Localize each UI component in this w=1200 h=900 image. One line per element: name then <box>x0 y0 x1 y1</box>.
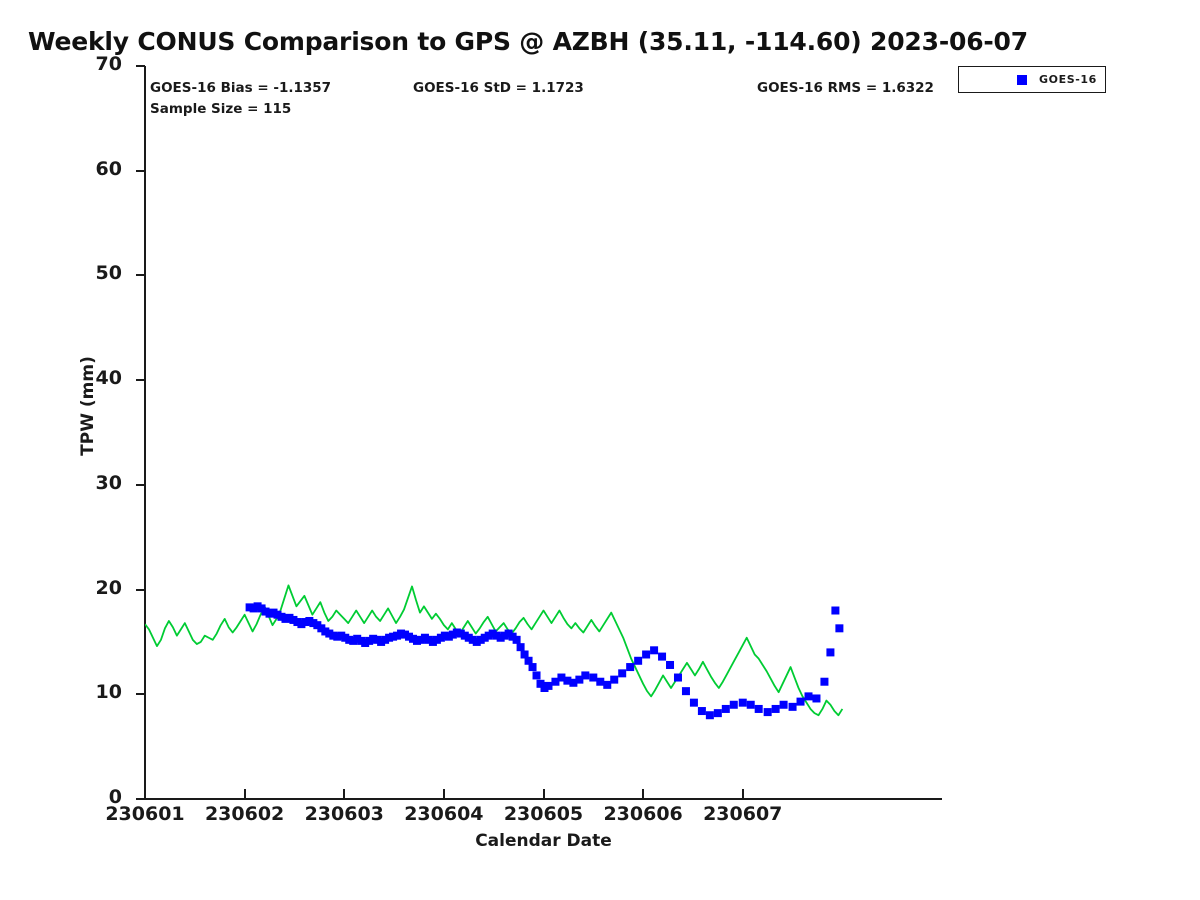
x-tick-230606 <box>642 789 645 799</box>
y-tick-0 <box>136 798 145 800</box>
y-tick-label-0: 0 <box>108 786 122 808</box>
data-point <box>812 694 821 703</box>
data-point <box>642 650 651 659</box>
series-line-gps <box>145 584 844 717</box>
stat-bias-label: GOES-16 Bias = -1.1357 <box>150 80 332 96</box>
x-tick-230601 <box>144 789 146 799</box>
data-point <box>569 678 578 687</box>
legend: GOES-16 <box>958 66 1106 93</box>
legend-label-goes16: GOES-16 <box>1039 73 1097 86</box>
y-tick-label-50: 50 <box>95 262 122 285</box>
y-tick-50 <box>136 274 145 277</box>
y-tick-30 <box>136 483 145 486</box>
data-point <box>528 663 537 672</box>
y-tick-60 <box>136 169 145 172</box>
data-point <box>681 687 690 696</box>
y-tick-label-70: 70 <box>95 53 122 75</box>
x-tick-label-230601: 230601 <box>105 803 185 825</box>
x-axis-label: Calendar Date <box>475 831 612 851</box>
data-point <box>512 635 521 644</box>
data-point <box>796 697 805 706</box>
y-axis-label: TPW (mm) <box>78 356 98 456</box>
data-point <box>673 673 682 682</box>
data-point <box>589 673 598 682</box>
data-point <box>532 671 541 680</box>
y-axis-line <box>144 66 146 800</box>
data-point <box>705 711 714 720</box>
page-title: Weekly CONUS Comparison to GPS @ AZBH (3… <box>28 27 1028 56</box>
x-tick-label-230606: 230606 <box>603 803 683 825</box>
y-tick-label-40: 40 <box>95 367 122 390</box>
data-point <box>788 702 797 711</box>
data-point <box>746 700 755 709</box>
data-point <box>626 663 635 672</box>
y-tick-label-60: 60 <box>95 157 122 180</box>
data-point <box>658 652 667 661</box>
data-point <box>557 673 566 682</box>
data-point <box>610 675 619 684</box>
data-point <box>763 708 772 717</box>
data-point <box>738 698 747 707</box>
y-tick-40 <box>136 379 145 382</box>
x-tick-label-230605: 230605 <box>503 803 584 825</box>
x-tick-label-230607: 230607 <box>703 803 783 825</box>
x-tick-230603 <box>343 789 346 799</box>
stat-std-label: GOES-16 StD = 1.1723 <box>413 80 584 96</box>
data-point <box>524 656 533 665</box>
data-point <box>826 648 835 657</box>
data-point <box>697 707 706 716</box>
data-point <box>754 704 763 713</box>
x-tick-230604 <box>442 789 445 799</box>
y-tick-label-20: 20 <box>95 576 122 599</box>
legend-swatch-goes16 <box>1017 75 1027 85</box>
data-point <box>581 671 590 680</box>
data-point <box>820 677 829 686</box>
chart-canvas <box>145 584 844 720</box>
x-axis-line <box>144 798 942 800</box>
data-point <box>596 677 605 686</box>
data-point <box>516 643 525 652</box>
data-point <box>551 677 560 686</box>
data-point <box>634 656 643 665</box>
y-tick-20 <box>136 588 145 591</box>
data-point <box>831 606 840 615</box>
x-tick-label-230604: 230604 <box>404 803 484 825</box>
plot-area <box>145 66 942 799</box>
data-point <box>520 650 529 659</box>
x-tick-230602 <box>243 789 246 799</box>
y-tick-label-30: 30 <box>95 471 122 494</box>
data-point <box>713 709 722 718</box>
data-point <box>536 679 545 688</box>
data-point <box>563 676 572 685</box>
data-point <box>804 692 813 701</box>
y-tick-70 <box>136 65 145 67</box>
x-tick-label-230603: 230603 <box>304 803 384 825</box>
data-point <box>689 698 698 707</box>
stat-sample-size-label: Sample Size = 115 <box>150 101 292 117</box>
x-tick-230607 <box>741 789 744 799</box>
data-point <box>650 646 659 655</box>
data-point <box>771 704 780 713</box>
data-point <box>666 660 675 669</box>
x-tick-label-230602: 230602 <box>204 803 285 825</box>
data-point <box>729 700 738 709</box>
series-markers-goes-16 <box>245 602 844 720</box>
y-tick-label-10: 10 <box>95 681 122 704</box>
data-point <box>544 681 553 690</box>
y-tick-10 <box>136 693 145 696</box>
stat-rms-label: GOES-16 RMS = 1.6322 <box>757 80 934 96</box>
data-point <box>603 680 612 689</box>
data-point <box>835 624 844 633</box>
data-point <box>575 675 584 684</box>
data-point <box>721 704 730 713</box>
data-point <box>618 669 627 678</box>
x-tick-230605 <box>542 789 545 799</box>
data-point <box>779 700 788 709</box>
